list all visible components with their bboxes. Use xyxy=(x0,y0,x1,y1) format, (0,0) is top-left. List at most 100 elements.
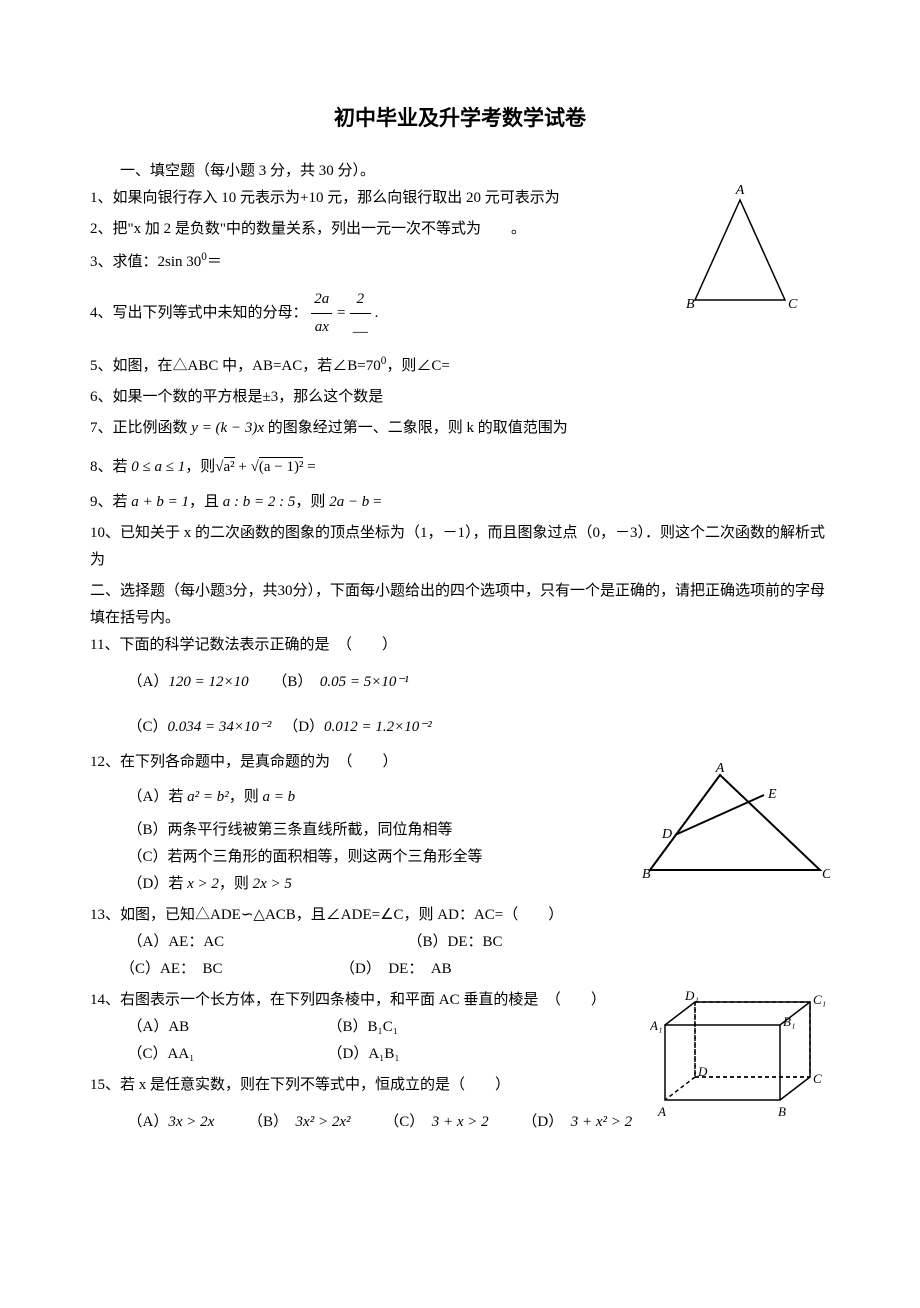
q15-optA-label: （A） xyxy=(128,1114,169,1130)
q1-text: 如果向银行存入 10 元表示为+10 元，那么向银行取出 20 元可表示为 xyxy=(113,190,560,206)
q2-num: 2、 xyxy=(90,221,113,237)
q6-num: 6、 xyxy=(90,389,113,405)
q8-num: 8、 xyxy=(90,459,113,475)
q11-optC-label: （C） xyxy=(128,719,168,735)
q14-row1: （A）AB （B）B₁C₁ xyxy=(90,1014,830,1041)
q15-optA: 3x > 2x xyxy=(168,1114,214,1130)
q8-equals: = xyxy=(303,459,315,475)
q12-optA: （A）若 a² = b²，则 a = b xyxy=(128,784,831,811)
q12-optB: （B）两条平行线被第三条直线所截，同位角相等 xyxy=(128,817,831,844)
question-12: 12、在下列各命题中，是真命题的为 （ ） （A）若 a² = b²，则 a =… xyxy=(90,749,830,898)
q14-optA: （A）AB xyxy=(128,1014,328,1041)
q6-text: 如果一个数的平方根是±3，那么这个数是 xyxy=(113,389,384,405)
question-15: 15、若 x 是任意实数，则在下列不等式中，恒成立的是（ ） （A）3x > 2… xyxy=(90,1072,830,1136)
q14-row2: （C）AA₁ （D）A₁B₁ xyxy=(90,1041,830,1068)
q14-num: 14、 xyxy=(90,992,120,1008)
q15-text: 若 x 是任意实数，则在下列不等式中，恒成立的是（ ） xyxy=(120,1077,510,1093)
q13-row1: （A）AE：AC （B）DE：BC xyxy=(90,929,830,956)
q1-num: 1、 xyxy=(90,190,113,206)
q4-frac1-den: ax xyxy=(311,314,332,341)
exam-title: 初中毕业及升学考数学试卷 xyxy=(90,100,830,138)
q12-optA-math1: a² = b² xyxy=(187,789,229,805)
section2-header: 二、选择题（每小题3分，共30分），下面每小题给出的四个选项中，只有一个是正确的… xyxy=(90,578,830,632)
q14-optC: （C）AA₁ xyxy=(128,1041,328,1068)
question-13: 13、如图，已知△ADE∽△ACB，且∠ADE=∠C，则 AD：AC=（ ） （… xyxy=(90,902,830,983)
question-4: 4、写出下列等式中未知的分母： 2a ax = 2 __ . xyxy=(90,286,830,341)
q13-optA: （A）AE：AC xyxy=(128,929,408,956)
q9-text4: = xyxy=(369,494,381,510)
question-10: 10、已知关于 x 的二次函数的图象的顶点坐标为（1，－1），而且图象过点（0，… xyxy=(90,520,830,574)
q12-optA-math2: a = b xyxy=(262,789,295,805)
q13-optC: （C）AE： BC xyxy=(120,956,340,983)
q7-math: y = (k − 3)x xyxy=(191,420,264,436)
question-5: 5、如图，在△ABC 中，AB=AC，若∠B=700，则∠C= xyxy=(90,351,830,380)
question-2: 2、把"x 加 2 是负数"中的数量关系，列出一元一次不等式为 。 xyxy=(90,216,830,243)
q12-text: 在下列各命题中，是真命题的为 （ ） xyxy=(120,754,398,770)
q3-num: 3、 xyxy=(90,254,113,270)
question-6: 6、如果一个数的平方根是±3，那么这个数是 xyxy=(90,384,830,411)
q11-optC: 0.034 = 34×10⁻² xyxy=(168,719,272,735)
q11-optA-label: （A） xyxy=(128,674,169,690)
q15-optC: 3 + x > 2 xyxy=(432,1114,489,1130)
q9-num: 9、 xyxy=(90,494,113,510)
q7-num: 7、 xyxy=(90,420,113,436)
question-1: 1、如果向银行存入 10 元表示为+10 元，那么向银行取出 20 元可表示为 xyxy=(90,185,830,212)
q14-optB: （B）B₁C₁ xyxy=(328,1014,398,1041)
q3-text-suffix: ＝ xyxy=(207,254,222,270)
q15-optD: 3 + x² > 2 xyxy=(571,1114,632,1130)
q15-optB-label: （B） xyxy=(248,1114,296,1130)
q4-num: 4、 xyxy=(90,305,113,321)
q12-optD-math2: 2x > 5 xyxy=(253,876,292,892)
q11-row1: （A）120 = 12×10 （B） 0.05 = 5×10⁻¹ xyxy=(128,669,831,696)
q4-period: . xyxy=(375,305,379,321)
q7-text1: 正比例函数 xyxy=(113,420,192,436)
q4-text: 写出下列等式中未知的分母： xyxy=(113,305,308,321)
q8-sqrt2-content: (a − 1)² xyxy=(259,457,304,475)
q11-optD: 0.012 = 1.2×10⁻² xyxy=(324,719,432,735)
q13-row2: （C）AE： BC （D） DE： AB xyxy=(90,956,830,983)
question-9: 9、若 a + b = 1，且 a : b = 2 : 5，则 2a − b = xyxy=(90,489,830,516)
q7-text2: 的图象经过第一、二象限，则 k 的取值范围为 xyxy=(264,420,568,436)
q9-math2: a : b = 2 : 5 xyxy=(223,494,296,510)
q11-optB: 0.05 = 5×10⁻¹ xyxy=(320,674,409,690)
q14-optD: （D）A₁B₁ xyxy=(328,1041,400,1068)
q4-equals: = xyxy=(336,305,350,321)
q4-frac2-num: 2 xyxy=(350,286,371,314)
q4-frac2: 2 __ xyxy=(350,286,371,341)
q5-text1: 如图，在△ABC 中，AB=AC，若∠B=70 xyxy=(113,358,381,374)
question-8: 8、若 0 ≤ a ≤ 1，则√a² + √(a − 1)² = xyxy=(90,454,830,481)
q12-optD-math1: x > 2 xyxy=(187,876,219,892)
q15-optD-label: （D） xyxy=(522,1114,570,1130)
question-11: 11、下面的科学记数法表示正确的是 （ ） （A）120 = 12×10 （B）… xyxy=(90,632,830,741)
q13-text: 如图，已知△ADE∽△ACB，且∠ADE=∠C，则 AD：AC=（ ） xyxy=(120,907,563,923)
q12-optD-mid: ，则 xyxy=(219,876,253,892)
q12-optA-label: （A）若 xyxy=(128,789,188,805)
question-14: 14、右图表示一个长方体，在下列四条棱中，和平面 AC 垂直的棱是 （ ） （A… xyxy=(90,987,830,1068)
q12-optA-mid: ，则 xyxy=(229,789,263,805)
q11-optB-label: （B） xyxy=(272,674,320,690)
q12-optC: （C）若两个三角形的面积相等，则这两个三角形全等 xyxy=(128,844,831,871)
q9-math1: a + b = 1 xyxy=(131,494,189,510)
q9-text2: ，且 xyxy=(189,494,223,510)
q9-text1: 若 xyxy=(113,494,132,510)
q13-num: 13、 xyxy=(90,907,120,923)
q5-text2: ，则∠C= xyxy=(386,358,449,374)
q2-text: 把"x 加 2 是负数"中的数量关系，列出一元一次不等式为 。 xyxy=(113,221,527,237)
q15-optC-label: （C） xyxy=(384,1114,432,1130)
q15-optB: 3x² > 2x² xyxy=(296,1114,351,1130)
q9-math3: 2a − b xyxy=(329,494,369,510)
q13-optD: （D） DE： AB xyxy=(340,956,452,983)
q3-text-prefix: 求值：2sin 30 xyxy=(113,254,202,270)
q5-num: 5、 xyxy=(90,358,113,374)
q11-num: 11、 xyxy=(90,637,119,653)
q12-optD: （D）若 x > 2，则 2x > 5 xyxy=(128,871,831,898)
question-7: 7、正比例函数 y = (k − 3)x 的图象经过第一、二象限，则 k 的取值… xyxy=(90,415,830,442)
q4-frac2-den: __ xyxy=(350,314,371,341)
q8-math1: 0 ≤ a ≤ 1 xyxy=(131,459,185,475)
q11-row2: （C）0.034 = 34×10⁻² （D）0.012 = 1.2×10⁻² xyxy=(128,714,831,741)
q10-text: 已知关于 x 的二次函数的图象的顶点坐标为（1，－1），而且图象过点（0，－3）… xyxy=(90,525,825,568)
q12-optD-prefix: （D）若 xyxy=(128,876,188,892)
q11-optA: 120 = 12×10 xyxy=(168,674,248,690)
q15-options: （A）3x > 2x （B） 3x² > 2x² （C） 3 + x > 2 （… xyxy=(128,1109,831,1136)
q15-num: 15、 xyxy=(90,1077,120,1093)
